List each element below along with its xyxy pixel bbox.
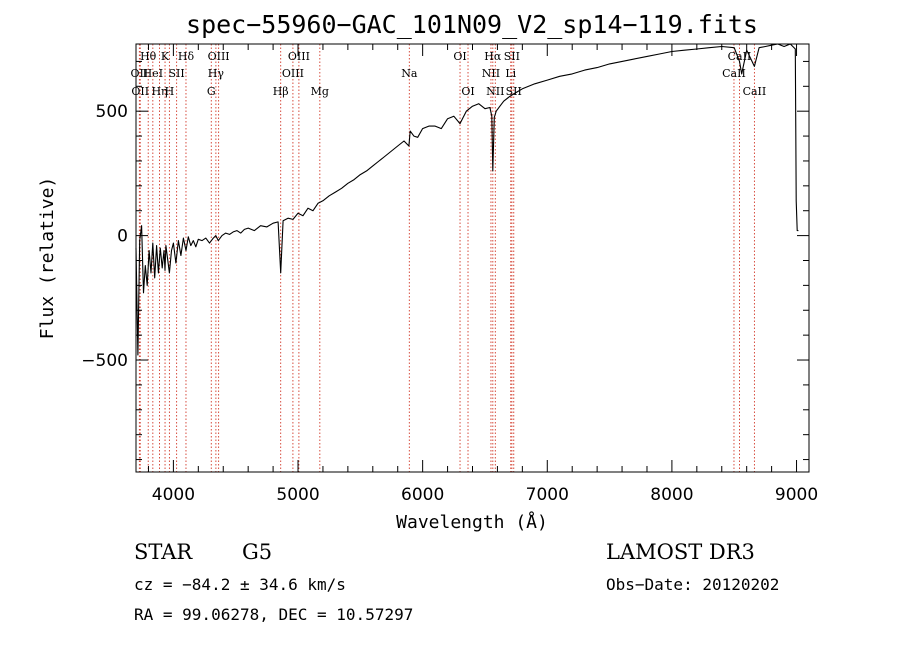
- marker-label-7: SII: [169, 67, 185, 80]
- marker-label-11: OIII: [208, 50, 230, 63]
- marker-label-15: Mg: [311, 85, 329, 98]
- marker-label-10: Hγ: [208, 67, 225, 80]
- marker-label-3: HeI: [143, 67, 163, 80]
- y-tick-label-1: 0: [117, 227, 128, 247]
- marker-label-0: OII: [131, 67, 149, 80]
- obs-date-text: Obs−Date: 20120202: [606, 575, 779, 594]
- marker-label-14: OIII: [288, 50, 310, 63]
- plot-frame: [135, 43, 810, 473]
- x-tick-label-2: 6000: [401, 485, 444, 505]
- y-tick-label-2: −500: [81, 351, 128, 371]
- marker-label-20: Hα: [484, 50, 502, 63]
- marker-label-13: OIII: [282, 67, 304, 80]
- marker-label-26: CaII: [728, 50, 752, 63]
- x-tick-label-0: 4000: [152, 485, 195, 505]
- marker-label-24: SII: [506, 85, 522, 98]
- survey-name: LAMOST DR3: [606, 540, 755, 564]
- x-axis-label: Wavelength (Å): [396, 511, 548, 533]
- marker-label-19: NII: [482, 67, 500, 80]
- marker-label-18: OI: [461, 85, 474, 98]
- marker-label-21: NII: [486, 85, 504, 98]
- y-axis-label: Flux (relative): [37, 177, 58, 340]
- x-tick-label-4: 8000: [650, 485, 693, 505]
- marker-label-23: SII: [504, 50, 520, 63]
- marker-label-1: OII: [131, 85, 149, 98]
- marker-label-12: Hβ: [273, 85, 289, 98]
- coordinates-text: RA = 99.06278, DEC = 10.57297: [134, 605, 413, 624]
- x-tick-label-3: 7000: [526, 485, 569, 505]
- marker-label-9: G: [207, 85, 216, 98]
- marker-label-17: OI: [453, 50, 466, 63]
- spectral-line-markers: [138, 44, 755, 472]
- marker-label-22: Li: [505, 67, 516, 80]
- marker-label-2: Hθ: [140, 50, 157, 63]
- y-tick-label-0: 500: [96, 102, 128, 122]
- chart-title: spec−55960−GAC_101N09_V2_sp14−119.fits: [186, 10, 758, 39]
- spectral-line-labels: OII OII Hθ HeI Hη K H SII Hδ G Hγ OIII Hβ OIII OIII Mg N…: [131, 50, 767, 98]
- marker-label-4: Hη: [151, 85, 167, 98]
- x-tick-label-5: 9000: [775, 485, 818, 505]
- spectrum-line: [135, 43, 799, 356]
- marker-label-8: Hδ: [178, 50, 195, 63]
- marker-label-6: H: [165, 85, 175, 98]
- redshift-text: cz = −84.2 ± 34.6 km/s: [134, 575, 346, 594]
- marker-label-16: Na: [401, 67, 418, 80]
- marker-label-27: CaII: [743, 85, 767, 98]
- x-tick-label-1: 5000: [276, 485, 319, 505]
- object-class: STAR: [134, 540, 193, 564]
- object-subclass: G5: [242, 540, 272, 564]
- marker-label-25: CaII: [722, 67, 746, 80]
- marker-label-5: K: [161, 50, 170, 63]
